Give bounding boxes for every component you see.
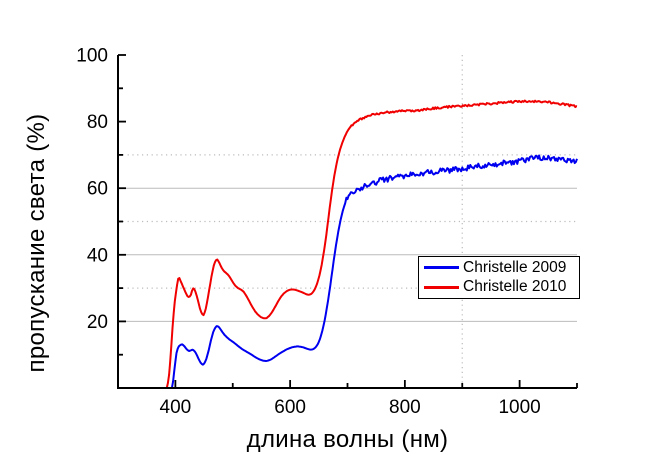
legend-line-sample-blue [424, 266, 459, 270]
x-tick-label: 1000 [498, 397, 540, 418]
y-tick-label: 100 [76, 46, 108, 67]
y-tick-label: 60 [87, 179, 108, 200]
y-tick-label: 80 [87, 112, 108, 133]
legend-entry-christelle-2010: Christelle 2010 [419, 278, 579, 298]
y-tick-label: 40 [87, 245, 108, 266]
axes [117, 54, 578, 389]
grid-lines [118, 55, 577, 388]
y-axis-title: пропускание света (%) [23, 113, 50, 373]
x-axis-title: длина волны (нм) [246, 426, 449, 453]
x-tick-label: 600 [274, 397, 306, 418]
y-tick-label: 20 [87, 312, 108, 333]
x-tick-label: 400 [160, 397, 192, 418]
curve-christelle-2010 [165, 99, 578, 389]
legend: Christelle 2009 Christelle 2010 [418, 256, 580, 299]
legend-label: Christelle 2009 [463, 258, 567, 276]
series-curves [165, 99, 578, 389]
legend-label: Christelle 2010 [463, 278, 567, 296]
legend-entry-christelle-2009: Christelle 2009 [419, 258, 579, 278]
legend-line-sample-red [424, 285, 459, 289]
x-tick-label: 800 [389, 397, 421, 418]
curve-christelle-2009 [170, 154, 578, 389]
tick-labels: 400 600 800 1000 20 40 60 80 100 [76, 46, 540, 419]
